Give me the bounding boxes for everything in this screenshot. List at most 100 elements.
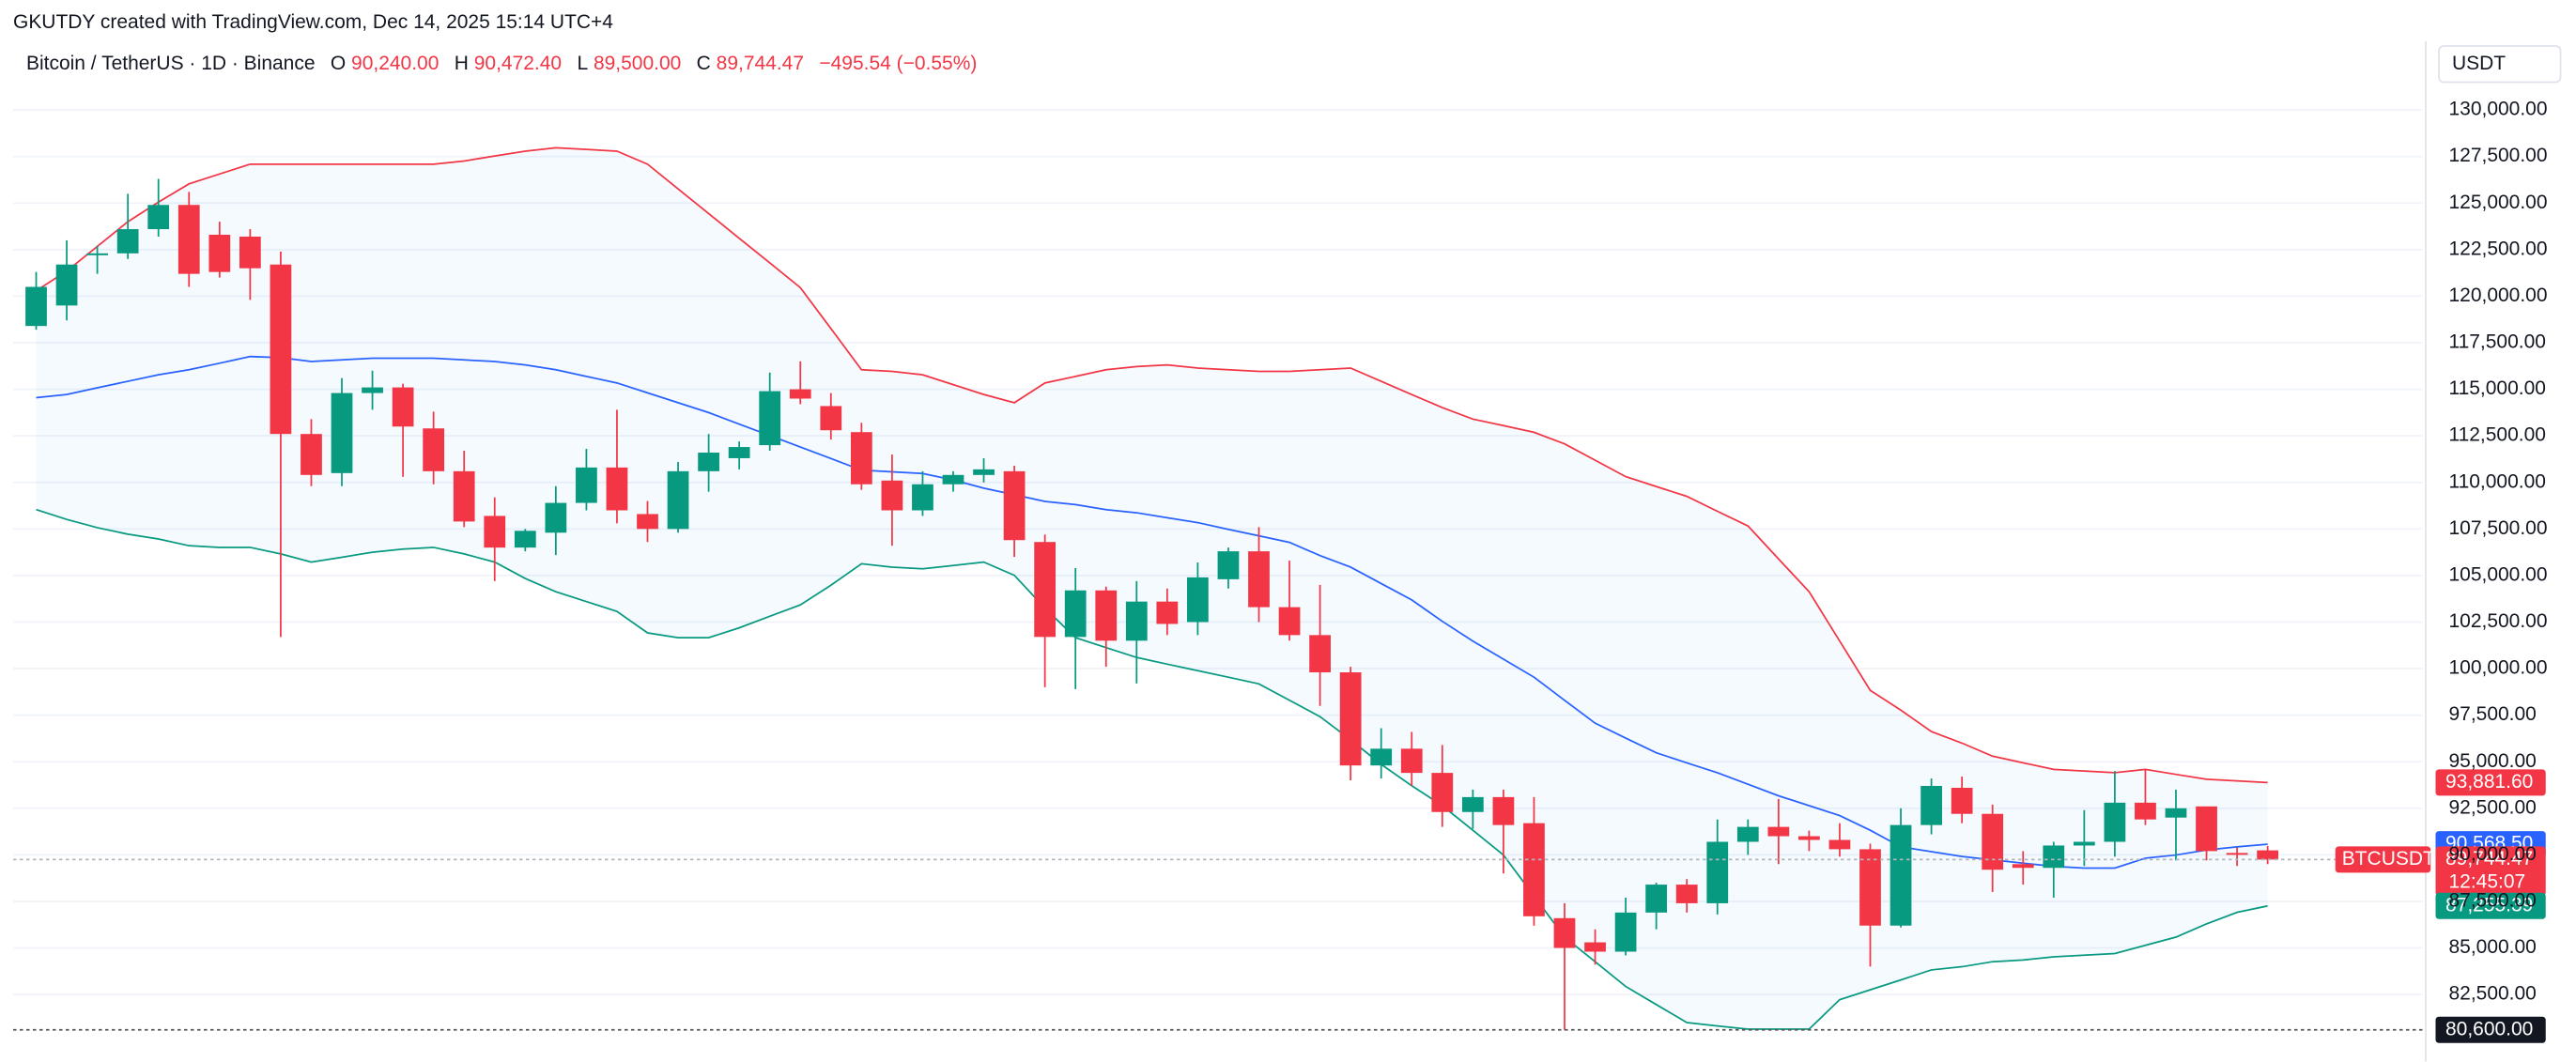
candle-body xyxy=(1095,590,1118,641)
price-tag xyxy=(2435,1016,2546,1043)
candle-body xyxy=(2043,845,2065,869)
candle-body xyxy=(1187,577,1209,623)
candle-body xyxy=(1951,787,1973,814)
candle-body xyxy=(1034,542,1057,638)
candle-body xyxy=(1828,839,1851,850)
candle-body xyxy=(1767,826,1790,837)
y-tick-label: 87,500.00 xyxy=(2448,889,2536,911)
candle-body xyxy=(1920,785,1942,825)
y-tick-label: 90,000.00 xyxy=(2448,843,2536,865)
candle-body xyxy=(1125,601,1148,641)
y-tick-label: 92,500.00 xyxy=(2448,796,2536,818)
candle-body xyxy=(331,392,353,473)
y-tick-label: 97,500.00 xyxy=(2448,703,2536,725)
candle-body xyxy=(208,234,231,272)
candle-body xyxy=(1982,813,2004,870)
candle-body xyxy=(2196,806,2217,852)
candle-body xyxy=(728,447,750,458)
candle-body xyxy=(1645,885,1668,913)
candle-body xyxy=(1736,826,1759,842)
band-fill xyxy=(36,147,2268,1029)
y-tick-label: 120,000.00 xyxy=(2448,285,2547,306)
candle-body xyxy=(147,205,170,230)
y-tick-label: 130,000.00 xyxy=(2448,99,2547,120)
candle-body xyxy=(1553,917,1576,948)
candle-body xyxy=(1400,748,1423,774)
change: −495.54 (−0.55%) xyxy=(819,53,977,74)
candle-body xyxy=(514,531,536,548)
currency-box[interactable] xyxy=(2438,45,2562,84)
ohlc-key: O xyxy=(331,53,346,74)
candle-body xyxy=(1584,942,1606,952)
candle-body xyxy=(270,264,292,435)
candle-body xyxy=(301,434,322,475)
candle-body xyxy=(116,229,139,254)
candle-body xyxy=(1370,748,1393,766)
symbol-tag xyxy=(2335,846,2431,873)
candle-body xyxy=(576,467,597,503)
candle-body xyxy=(545,502,567,533)
candle-body xyxy=(2104,802,2126,842)
candle-body xyxy=(1706,841,1729,903)
ohlc-key: C xyxy=(697,53,711,74)
candle-body xyxy=(1248,551,1270,608)
candle-body xyxy=(1003,470,1026,541)
y-tick-label: 100,000.00 xyxy=(2448,657,2547,679)
candle-body xyxy=(759,391,781,446)
candle-body xyxy=(1309,635,1331,673)
symbol-tag-label: BTCUSDT xyxy=(2342,848,2435,870)
candle-body xyxy=(789,389,811,399)
band-upper xyxy=(36,146,2268,784)
candle-body xyxy=(1675,885,1698,903)
y-tick-label: 117,500.00 xyxy=(2448,331,2545,353)
candle-layer xyxy=(25,178,2279,1030)
candle-body xyxy=(2257,850,2279,860)
tag-layer: 93,881.6090,568.5089,744.4712:45:07BTCUS… xyxy=(13,769,2546,1043)
candle-body xyxy=(1492,796,1515,825)
y-tick-label: 102,500.00 xyxy=(2448,610,2547,632)
candle-body xyxy=(392,387,414,427)
y-tick-label: 110,000.00 xyxy=(2448,470,2545,492)
candle-body xyxy=(1431,773,1454,812)
candle-body xyxy=(484,516,506,548)
y-tick-label: 105,000.00 xyxy=(2448,563,2547,585)
price-tag xyxy=(2435,769,2546,796)
currency: USDT xyxy=(2452,53,2506,74)
symbol-title: Bitcoin / TetherUS · 1D · Binance xyxy=(26,53,316,74)
y-tick-label: 107,500.00 xyxy=(2448,517,2547,539)
y-tick-label: 95,000.00 xyxy=(2448,750,2536,772)
candle-body xyxy=(1339,672,1362,766)
candle-body xyxy=(2135,802,2156,820)
candle-body xyxy=(973,469,995,475)
candle-body xyxy=(1798,836,1820,840)
candle-body xyxy=(606,467,628,511)
candle-body xyxy=(1859,849,1881,926)
candle-body xyxy=(1461,796,1484,812)
candle-body xyxy=(362,387,383,393)
candle-body xyxy=(1890,824,1912,926)
y-tick-label: 115,000.00 xyxy=(2448,377,2545,399)
band-lower xyxy=(36,508,2268,1030)
price-tag-label: 80,600.00 xyxy=(2445,1018,2533,1039)
candle-body xyxy=(177,205,200,274)
candle-body xyxy=(881,480,903,511)
candle-body xyxy=(637,514,658,530)
candle-body xyxy=(2165,808,2187,818)
candle-body xyxy=(1156,601,1179,624)
ohlc-value: 89,500.00 xyxy=(594,53,681,74)
candle-body xyxy=(1064,590,1087,638)
ohlc-key: H xyxy=(455,53,469,74)
y-tick-label: 127,500.00 xyxy=(2448,145,2547,166)
price-tag-label: 87,255.39 xyxy=(2445,894,2533,916)
ohlc-value: 90,472.40 xyxy=(474,53,562,74)
candle-body xyxy=(2226,853,2248,855)
legend: Bitcoin / TetherUS · 1D · Binance O 90,2… xyxy=(26,53,977,74)
price-tag xyxy=(2435,846,2546,896)
candle-body xyxy=(239,236,261,269)
candle-body xyxy=(820,406,842,431)
candle-body xyxy=(1217,551,1240,579)
price-tag-label: 93,881.60 xyxy=(2445,771,2533,793)
candle-body xyxy=(2012,864,2034,869)
candle-body xyxy=(667,470,689,530)
